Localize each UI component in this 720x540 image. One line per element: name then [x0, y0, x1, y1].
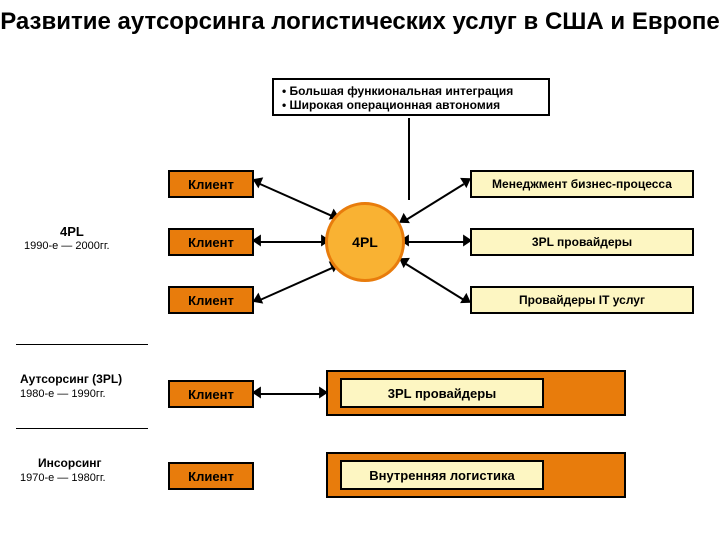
right-box-0: Менеджмент бизнес-процесса [470, 170, 694, 198]
arrow-head [252, 235, 261, 247]
client-box-0: Клиент [168, 170, 254, 198]
era-label-2: Инсорсинг [38, 456, 102, 470]
client-box-3: Клиент [168, 380, 254, 408]
arrow-shaft [260, 267, 333, 301]
central-4pl-circle: 4PL [325, 202, 405, 282]
bullet-2: • Широкая операционная автономия [282, 98, 540, 112]
client-box-1: Клиент [168, 228, 254, 256]
right-box-1: 3PL провайдеры [470, 228, 694, 256]
era-label-0: 4PL [60, 224, 84, 239]
divider-1 [16, 428, 148, 429]
top-connector [408, 118, 410, 200]
era-sublabel-2: 1970-е — 1980гг. [20, 472, 106, 484]
arrow-head [463, 235, 472, 247]
bullets-box: • Большая функиональная интеграция • Шир… [272, 78, 550, 116]
arrow-shaft [260, 241, 322, 243]
central-4pl-label: 4PL [352, 234, 378, 250]
arrow-shaft [405, 183, 464, 221]
divider-0 [16, 344, 148, 345]
arrow-shaft [405, 263, 464, 301]
client-box-2: Клиент [168, 286, 254, 314]
era-sublabel-1: 1980-е — 1990гг. [20, 388, 106, 400]
arrow-shaft [260, 393, 320, 395]
bottom-inner-1: Внутренняя логистика [340, 460, 544, 490]
right-box-2: Провайдеры IT услуг [470, 286, 694, 314]
bullet-1: • Большая функиональная интеграция [282, 84, 540, 98]
arrow-shaft [408, 241, 464, 243]
era-label-1: Аутсорсинг (3PL) [20, 372, 122, 386]
arrow-shaft [260, 183, 333, 217]
era-sublabel-0: 1990-е — 2000гг. [24, 240, 110, 252]
bottom-inner-0: 3PL провайдеры [340, 378, 544, 408]
arrow-head [252, 387, 261, 399]
arrow-head [319, 387, 328, 399]
page-title: Развитие аутсорсинга логистических услуг… [0, 8, 720, 37]
client-box-4: Клиент [168, 462, 254, 490]
